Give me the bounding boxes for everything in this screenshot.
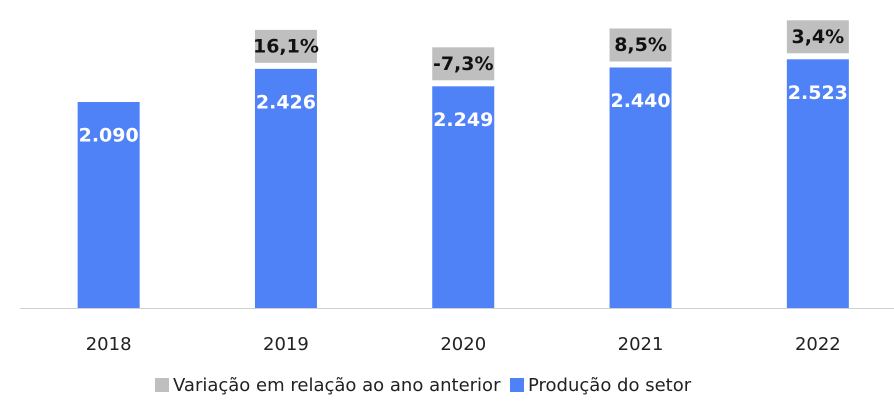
bar-value-label: 2.523 [788, 82, 848, 104]
variation-box [254, 29, 317, 63]
bar [432, 86, 495, 308]
variation-label: 16,1% [253, 35, 319, 57]
x-tick-label: 2019 [263, 334, 309, 355]
bar [254, 68, 317, 308]
variation-box [786, 20, 849, 54]
x-tick-label: 2021 [618, 334, 664, 355]
bar-value-label: 2.426 [256, 91, 316, 113]
x-tick-label: 2018 [86, 334, 132, 355]
bar [786, 59, 849, 308]
variation-label: -7,3% [433, 53, 494, 75]
variation-box [609, 28, 672, 62]
variation-label: 3,4% [791, 26, 844, 48]
variation-label: 8,5% [614, 34, 667, 56]
bar [609, 67, 672, 308]
bar-value-label: 2.090 [79, 124, 139, 146]
legend-label: Variação em relação ao ano anterior [173, 375, 501, 396]
bar [77, 101, 140, 308]
legend-label: Produção do setor [528, 375, 692, 396]
x-tick-label: 2020 [440, 334, 486, 355]
bar-value-label: 2.440 [610, 90, 670, 112]
legend-swatch [510, 378, 524, 392]
legend-swatch [155, 378, 169, 392]
x-tick-label: 2022 [795, 334, 841, 355]
variation-box [432, 47, 495, 81]
bar-value-label: 2.249 [433, 109, 493, 131]
